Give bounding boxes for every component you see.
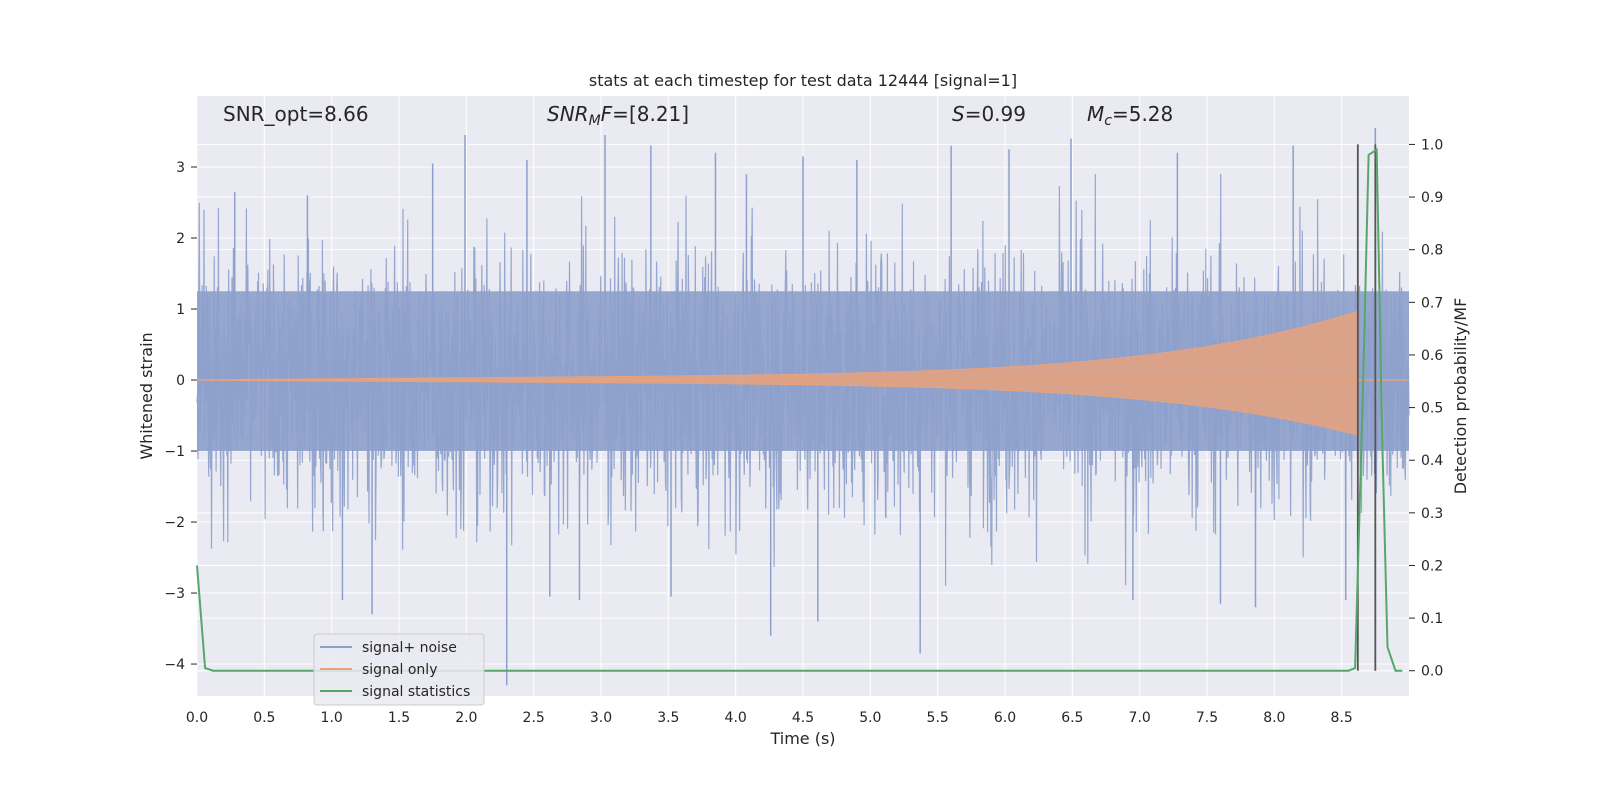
y-tick-label: −1	[164, 444, 185, 460]
x-axis-label: Time (s)	[769, 729, 835, 748]
y2-tick-label: 0.5	[1421, 401, 1443, 417]
s-value: =0.99	[965, 102, 1026, 126]
s-annotation: S=0.99	[952, 102, 1026, 126]
x-tick-label: 0.0	[186, 710, 208, 726]
x-tick-label: 3.5	[657, 710, 679, 726]
snr-mf-list: [8.21]	[629, 102, 689, 126]
legend: signal+ noise signal only signal statist…	[313, 633, 485, 706]
x-tick-label: 8.0	[1263, 710, 1285, 726]
y2-axis-label: Detection probability/MF	[1451, 298, 1470, 495]
x-tick-label: 7.5	[1196, 710, 1218, 726]
legend-box	[313, 633, 485, 706]
chart-title: stats at each timestep for test data 124…	[589, 71, 1017, 90]
x-tick-label: 0.5	[253, 710, 275, 726]
snr-mf-base: SNR	[547, 102, 589, 126]
x-tick-label: 4.0	[725, 710, 747, 726]
y-tick-label: 1	[176, 302, 185, 318]
snr-mf-value: =	[612, 102, 629, 126]
x-tick-label: 1.5	[388, 710, 410, 726]
legend-label-signal-only: signal only	[362, 662, 437, 678]
x-tick-label: 2.5	[523, 710, 545, 726]
mc-value: =5.28	[1112, 102, 1173, 126]
x-tick-label: 7.0	[1129, 710, 1151, 726]
y-tick-label: −4	[164, 657, 185, 673]
y-tick-label: 2	[176, 231, 185, 247]
x-tick-label: 5.0	[859, 710, 881, 726]
mc-annotation: Mc=5.28	[1087, 102, 1173, 129]
y-axis-ticks: 3 2 1 0 −1 −2 −3 −4	[164, 160, 197, 673]
y-tick-label: −3	[164, 586, 185, 602]
y-tick-label: −2	[164, 515, 185, 531]
snr-mf-annotation: SNRMF=[8.21]	[547, 102, 689, 129]
y2-axis-ticks: 1.0 0.9 0.8 0.7 0.6 0.5 0.4 0.3 0.2 0.1 0.0	[1409, 137, 1443, 680]
x-tick-label: 5.5	[927, 710, 949, 726]
x-tick-label: 8.5	[1331, 710, 1353, 726]
signal-statistics-line	[196, 147, 1403, 672]
series-signal-statistics	[196, 147, 1403, 672]
y2-tick-label: 0.9	[1421, 190, 1443, 206]
y2-tick-label: 0.6	[1421, 348, 1443, 364]
y2-tick-label: 0.2	[1421, 558, 1443, 574]
y2-tick-label: 0.3	[1421, 506, 1443, 522]
snr-opt-annotation: SNR_opt=8.66	[223, 102, 369, 126]
y2-tick-label: 0.1	[1421, 611, 1443, 627]
x-tick-label: 2.0	[455, 710, 477, 726]
x-tick-label: 4.5	[792, 710, 814, 726]
x-tick-label: 6.0	[994, 710, 1016, 726]
y2-tick-label: 1.0	[1421, 137, 1443, 153]
x-tick-label: 3.0	[590, 710, 612, 726]
mc-sub: c	[1104, 113, 1112, 129]
legend-label-signal-noise: signal+ noise	[362, 640, 457, 656]
s-symbol: S	[952, 102, 965, 126]
y2-tick-label: 0.0	[1421, 664, 1443, 680]
snr-mf-f: F	[601, 102, 613, 126]
y-axis-label: Whitened strain	[137, 332, 156, 459]
y-tick-label: 3	[176, 160, 185, 176]
snr-mf-sub: M	[589, 113, 601, 129]
y-tick-label: 0	[176, 373, 185, 389]
x-tick-label: 6.5	[1061, 710, 1083, 726]
mc-symbol: M	[1087, 102, 1104, 126]
y2-tick-label: 0.7	[1421, 295, 1443, 311]
legend-label-signal-statistics: signal statistics	[362, 684, 470, 700]
x-axis-ticks: 0.0 0.5 1.0 1.5 2.0 2.5 3.0 3.5 4.0 4.5 5.0 5.5 6.0 6…	[186, 710, 1353, 726]
y2-tick-label: 0.4	[1421, 453, 1443, 469]
y2-tick-label: 0.8	[1421, 243, 1443, 259]
x-tick-label: 1.0	[321, 710, 343, 726]
